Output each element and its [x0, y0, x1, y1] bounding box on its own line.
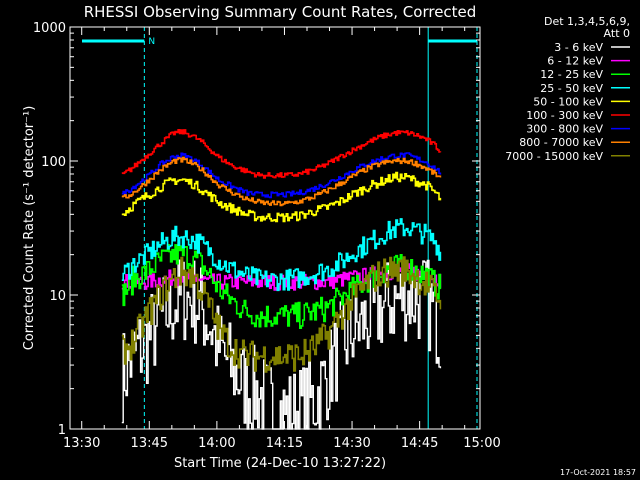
x-tick-label: 14:15	[266, 436, 303, 451]
legend-label: 7000 - 15000 keV	[505, 150, 603, 163]
legend-label: 25 - 50 keV	[540, 82, 603, 95]
y-tick-label: 1000	[33, 21, 66, 36]
series-line-50-100-kev	[121, 171, 442, 223]
y-tick-label: 10	[49, 289, 66, 304]
x-axis-label: Start Time (24-Dec-10 13:27:22)	[174, 456, 386, 471]
axes: 1 10 100 1000 13:30 13:45 14:00 14:15 14:30 14:45…	[33, 21, 501, 451]
series-line-100-300-kev	[121, 129, 442, 179]
night-markers: N	[82, 27, 478, 429]
legend-header: Att 0	[604, 27, 630, 40]
series-line-7000-15000-kev	[121, 256, 442, 373]
x-tick-label: 13:30	[63, 436, 100, 451]
series-line-12-25-kev	[121, 244, 442, 329]
legend-label: 12 - 25 keV	[540, 68, 603, 81]
x-tick-label: 14:00	[198, 436, 235, 451]
x-tick-label: 14:45	[401, 436, 438, 451]
timestamp: 17-Oct-2021 18:57	[560, 468, 636, 477]
legend-label: 6 - 12 keV	[547, 55, 603, 68]
series-line-300-800-kev	[121, 152, 442, 199]
legend-header: Det 1,3,4,5,6,9,	[544, 15, 630, 28]
y-axis-label: Corrected Count Rate (s⁻¹ detector⁻¹)	[22, 106, 37, 351]
series-line-25-50-kev	[121, 218, 442, 292]
series-line-800-7000-kev	[121, 156, 442, 207]
legend-label: 3 - 6 keV	[554, 41, 603, 54]
legend-label: 800 - 7000 keV	[519, 136, 603, 149]
legend-label: 50 - 100 keV	[533, 95, 603, 108]
x-tick-label: 14:30	[333, 436, 370, 451]
plot-frame	[69, 26, 481, 430]
x-tick-label: 15:00	[463, 436, 500, 451]
night-marker-label: N	[148, 37, 155, 47]
x-tick-label: 13:45	[131, 436, 168, 451]
y-tick-label: 1	[58, 423, 66, 438]
legend-label: 300 - 800 keV	[526, 123, 603, 136]
legend-label: 100 - 300 keV	[526, 109, 603, 122]
y-tick-label: 100	[41, 155, 66, 170]
chart-title: RHESSI Observing Summary Count Rates, Co…	[84, 3, 477, 21]
series-layer	[121, 129, 442, 430]
